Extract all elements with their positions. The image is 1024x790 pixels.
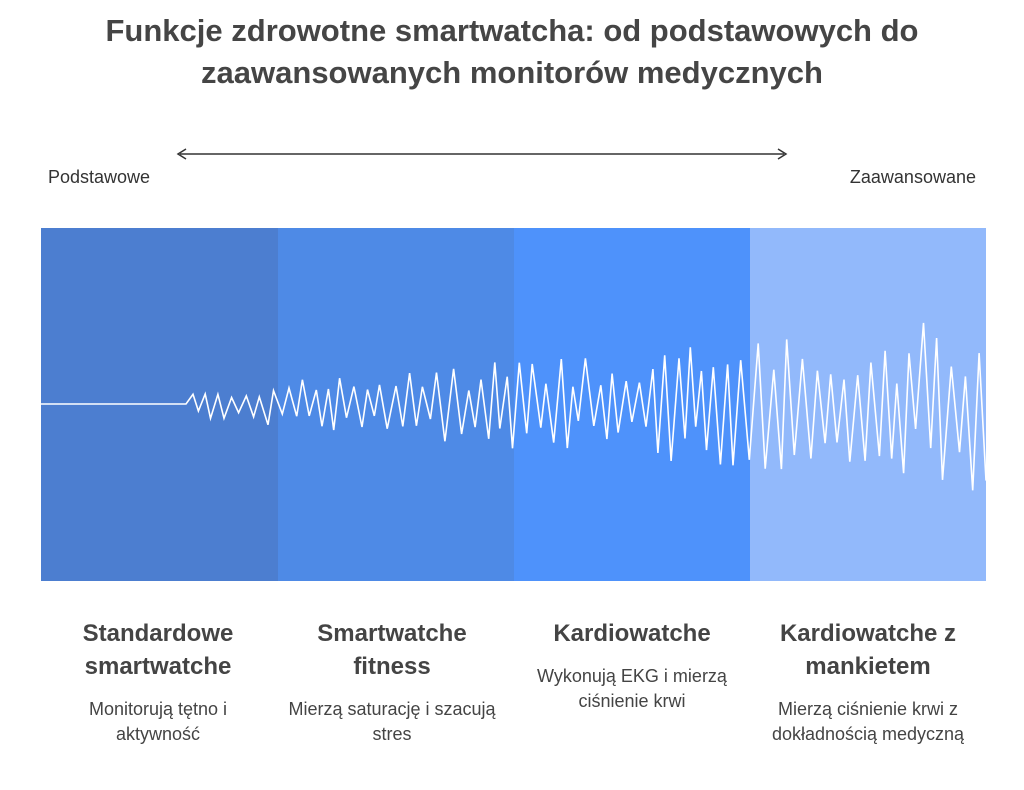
stage: Standardowe smartwatche Monitorują tętno… [53,617,263,747]
stage-description: Monitorują tętno i aktywność [88,699,228,744]
stage: Smartwatche fitness Mierzą saturację i s… [287,617,497,747]
stage-description: Mierzą saturację i szacują stres [288,699,496,744]
scale-left-label: Podstawowe [48,167,151,187]
stage-title: Smartwatche fitness [317,620,467,680]
stage-title: Kardiowatche [553,620,711,647]
stage: Kardiowatche Wykonują EKG i mierzą ciśni… [527,617,737,714]
stage-title: Kardiowatche z mankietem [779,620,957,680]
stage-description: Wykonują EKG i mierzą ciśnienie krwi [537,666,727,711]
stage-title: Standardowe smartwatche [82,620,234,680]
arrow-head [777,148,788,160]
stage: Kardiowatche z mankietem Mierzą ciśnieni… [763,617,973,747]
scale-right-label: Zaawansowane [849,167,976,187]
arrow-head [176,148,187,160]
stage-description: Mierzą ciśnienie krwi z dokładnością med… [771,699,965,744]
panel [278,228,514,581]
waveform [41,322,987,491]
title: Funkcje zdrowotne smartwatcha: od podsta… [105,13,919,90]
